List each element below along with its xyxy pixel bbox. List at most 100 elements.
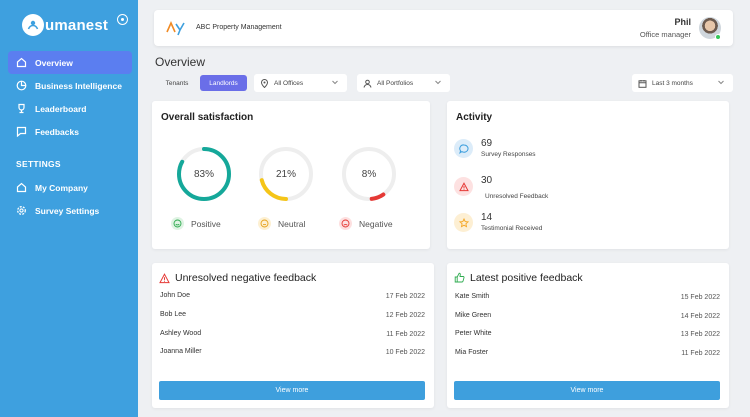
positive-gauge — [177, 147, 231, 201]
legend-negative: Negative — [339, 217, 393, 230]
feedback-name[interactable]: Bob Lee — [160, 311, 187, 318]
umanest-logo — [22, 14, 44, 36]
sidebar-item-label: Overview — [35, 57, 73, 68]
chat-icon — [16, 126, 27, 137]
feedback-name[interactable]: Kate Smith — [455, 293, 490, 300]
sad-face-icon — [339, 217, 352, 230]
thumbs-up-icon — [454, 272, 465, 283]
chevron-down-icon — [718, 80, 724, 85]
activity-unresolved-feedback — [454, 177, 473, 196]
feedback-date: 12 Feb 2022 — [385, 312, 425, 319]
warning-icon — [454, 177, 473, 196]
tab-landlords[interactable]: Landlords — [200, 75, 247, 91]
activity-card: Activity 69 Survey Responses 30 Unresolv… — [447, 101, 729, 249]
user-name[interactable]: Phil — [674, 17, 691, 27]
star-icon — [454, 213, 473, 232]
settings-nav: My Company Survey Settings — [8, 176, 132, 222]
feedback-name[interactable]: John Doe — [160, 292, 190, 299]
trophy-icon — [16, 103, 27, 114]
company-name: ABC Property Management — [196, 24, 282, 31]
legend-label: Negative — [359, 218, 393, 229]
feedback-date: 11 Feb 2022 — [386, 331, 425, 338]
home-icon — [16, 182, 27, 193]
sidebar-item-overview[interactable]: Overview — [8, 51, 132, 74]
positive-gauge-arc — [177, 147, 231, 201]
card-title: Activity — [456, 112, 493, 123]
latest-positive-feedback-card: Latest positive feedback Kate Smith 15 F… — [447, 263, 729, 408]
filter-bar: Tenants Landlords All Offices All Portfo… — [154, 74, 733, 92]
overall-satisfaction-card: Overall satisfaction 83% 21% 8% Positive… — [152, 101, 430, 249]
feedback-date: 17 Feb 2022 — [385, 293, 425, 300]
feedback-date: 10 Feb 2022 — [385, 349, 425, 356]
brand-name: umanest — [45, 16, 109, 34]
sidebar-item-survey-settings[interactable]: Survey Settings — [8, 199, 132, 222]
chevron-down-icon — [332, 80, 338, 85]
online-status-indicator — [715, 34, 721, 40]
negative-percent: 8% — [361, 169, 377, 180]
view-more-button[interactable]: View more — [159, 381, 425, 400]
date-range-value: Last 3 months — [652, 79, 693, 87]
feedback-name[interactable]: Mia Foster — [455, 349, 489, 356]
neutral-gauge — [259, 147, 313, 201]
sidebar-item-label: Business Intelligence — [35, 80, 122, 91]
legend-positive: Positive — [171, 217, 221, 230]
neutral-face-icon — [258, 217, 271, 230]
legend-label: Positive — [191, 218, 221, 229]
settings-heading: SETTINGS — [16, 159, 61, 169]
home-icon — [16, 57, 27, 68]
activity-count: 69 — [481, 138, 493, 149]
calendar-icon — [638, 79, 647, 88]
sidebar-nav: Overview Business Intelligence Leaderboa… — [8, 51, 132, 143]
user-icon — [363, 79, 372, 88]
legend-label: Neutral — [278, 218, 306, 229]
activity-survey-responses — [454, 139, 473, 158]
feedback-date: 14 Feb 2022 — [680, 313, 720, 320]
activity-count: 14 — [481, 212, 493, 223]
smile-icon — [171, 217, 184, 230]
feedback-name[interactable]: Joanna Miller — [160, 348, 202, 355]
sidebar-item-label: Leaderboard — [35, 103, 87, 114]
positive-percent: 83% — [193, 169, 214, 180]
feedback-name[interactable]: Peter White — [455, 330, 492, 337]
card-title: Latest positive feedback — [470, 272, 583, 284]
sidebar-item-feedbacks[interactable]: Feedbacks — [8, 120, 132, 143]
tab-tenants[interactable]: Tenants — [165, 79, 189, 87]
view-more-button[interactable]: View more — [454, 381, 720, 400]
feedback-date: 11 Feb 2022 — [681, 350, 720, 357]
pie-chart-icon — [16, 80, 27, 91]
location-pin-icon — [260, 78, 269, 88]
activity-label: Survey Responses — [481, 151, 536, 158]
gear-icon — [16, 205, 27, 216]
sidebar-item-business-intelligence[interactable]: Business Intelligence — [8, 74, 132, 97]
legend-neutral: Neutral — [258, 217, 305, 230]
sidebar-item-label: Feedbacks — [35, 126, 79, 137]
offices-select[interactable]: All Offices — [254, 74, 347, 92]
unresolved-negative-feedback-card: Unresolved negative feedback John Doe 17… — [152, 263, 434, 408]
sidebar-item-my-company[interactable]: My Company — [8, 176, 132, 199]
activity-label: Unresolved Feedback — [485, 193, 549, 200]
activity-count: 30 — [481, 175, 493, 186]
chat-bubble-icon — [454, 139, 473, 158]
date-range-select[interactable]: Last 3 months — [632, 74, 733, 92]
sidebar-item-leaderboard[interactable]: Leaderboard — [8, 97, 132, 120]
feedback-name[interactable]: Mike Green — [455, 312, 492, 319]
sidebar: umanest Overview Business Intelligence L… — [0, 0, 138, 417]
neutral-gauge-arc — [259, 147, 313, 201]
page-title: Overview — [155, 55, 206, 69]
feedback-name[interactable]: Ashley Wood — [160, 330, 202, 337]
sidebar-toggle-icon[interactable] — [117, 14, 128, 25]
brand[interactable]: umanest — [22, 14, 108, 36]
feedback-date: 15 Feb 2022 — [680, 294, 720, 301]
neutral-percent: 21% — [275, 169, 296, 180]
sidebar-item-label: My Company — [35, 182, 88, 193]
activity-label: Testimonial Received — [481, 225, 543, 232]
negative-gauge-arc — [342, 147, 396, 201]
offices-select-value: All Offices — [274, 79, 304, 87]
user-role: Office manager — [639, 30, 691, 39]
portfolios-select[interactable]: All Portfolios — [357, 74, 450, 92]
avatar[interactable] — [699, 17, 721, 39]
card-title: Overall satisfaction — [161, 112, 254, 123]
chevron-down-icon — [435, 80, 441, 85]
warning-icon — [159, 273, 170, 284]
feedback-date: 13 Feb 2022 — [680, 331, 720, 338]
